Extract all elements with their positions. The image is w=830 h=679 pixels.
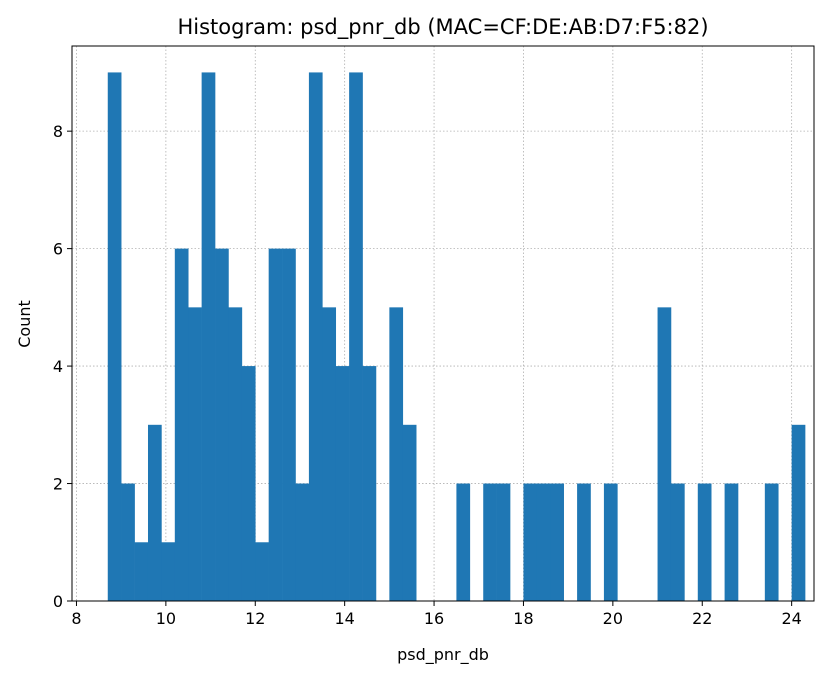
histogram-bar — [670, 483, 685, 601]
histogram-bar — [308, 72, 323, 601]
histogram-bar — [134, 542, 149, 601]
histogram-bar — [295, 483, 310, 601]
x-tick-label: 14 — [334, 609, 354, 628]
histogram-bar — [322, 307, 337, 601]
histogram-bars — [107, 72, 806, 601]
histogram-bar — [483, 483, 497, 601]
histogram-bar — [523, 483, 538, 601]
histogram-bar — [389, 307, 404, 601]
y-axis-label: Count — [15, 300, 34, 348]
histogram-bar — [697, 483, 712, 601]
histogram-bar — [282, 248, 296, 601]
histogram-bar — [577, 483, 591, 601]
histogram-bar — [496, 483, 511, 601]
histogram-bar — [764, 483, 779, 601]
x-tick-label: 20 — [603, 609, 623, 628]
x-tick-label: 24 — [781, 609, 801, 628]
histogram-bar — [228, 307, 243, 601]
x-tick-label: 16 — [424, 609, 444, 628]
x-axis-label: psd_pnr_db — [397, 645, 489, 665]
y-tick-label: 2 — [53, 475, 63, 494]
histogram-bar — [121, 483, 135, 601]
y-tick-label: 0 — [53, 592, 63, 611]
histogram-bar — [188, 307, 202, 601]
x-tick-label: 18 — [513, 609, 533, 628]
y-tick-label: 6 — [53, 240, 63, 259]
histogram-bar — [161, 542, 176, 601]
histogram-bar — [349, 72, 363, 601]
histogram-bar — [536, 483, 551, 601]
x-tick-label: 12 — [245, 609, 265, 628]
histogram-bar — [147, 424, 162, 601]
histogram-bar — [791, 424, 806, 601]
histogram-bar — [550, 483, 564, 601]
histogram-bar — [107, 72, 122, 601]
histogram-bar — [174, 248, 189, 601]
histogram-bar — [724, 483, 739, 601]
y-tick-label: 8 — [53, 122, 63, 141]
y-tick-label: 4 — [53, 357, 63, 376]
histogram-bar — [603, 483, 618, 601]
histogram-bar — [402, 424, 417, 601]
histogram-bar — [201, 72, 216, 601]
histogram-bar — [268, 248, 283, 601]
x-tick-label: 22 — [692, 609, 712, 628]
plot-frame — [71, 45, 815, 602]
chart-title: Histogram: psd_pnr_db (MAC=CF:DE:AB:D7:F… — [177, 15, 708, 40]
histogram-bar — [255, 542, 269, 601]
x-tick-label: 8 — [71, 609, 81, 628]
histogram-bar — [241, 366, 256, 601]
histogram-bar — [215, 248, 229, 601]
x-tick-label: 10 — [156, 609, 176, 628]
histogram-bar — [456, 483, 471, 601]
histogram-bar — [657, 307, 672, 601]
histogram-bar — [335, 366, 350, 601]
histogram-bar — [362, 366, 377, 601]
